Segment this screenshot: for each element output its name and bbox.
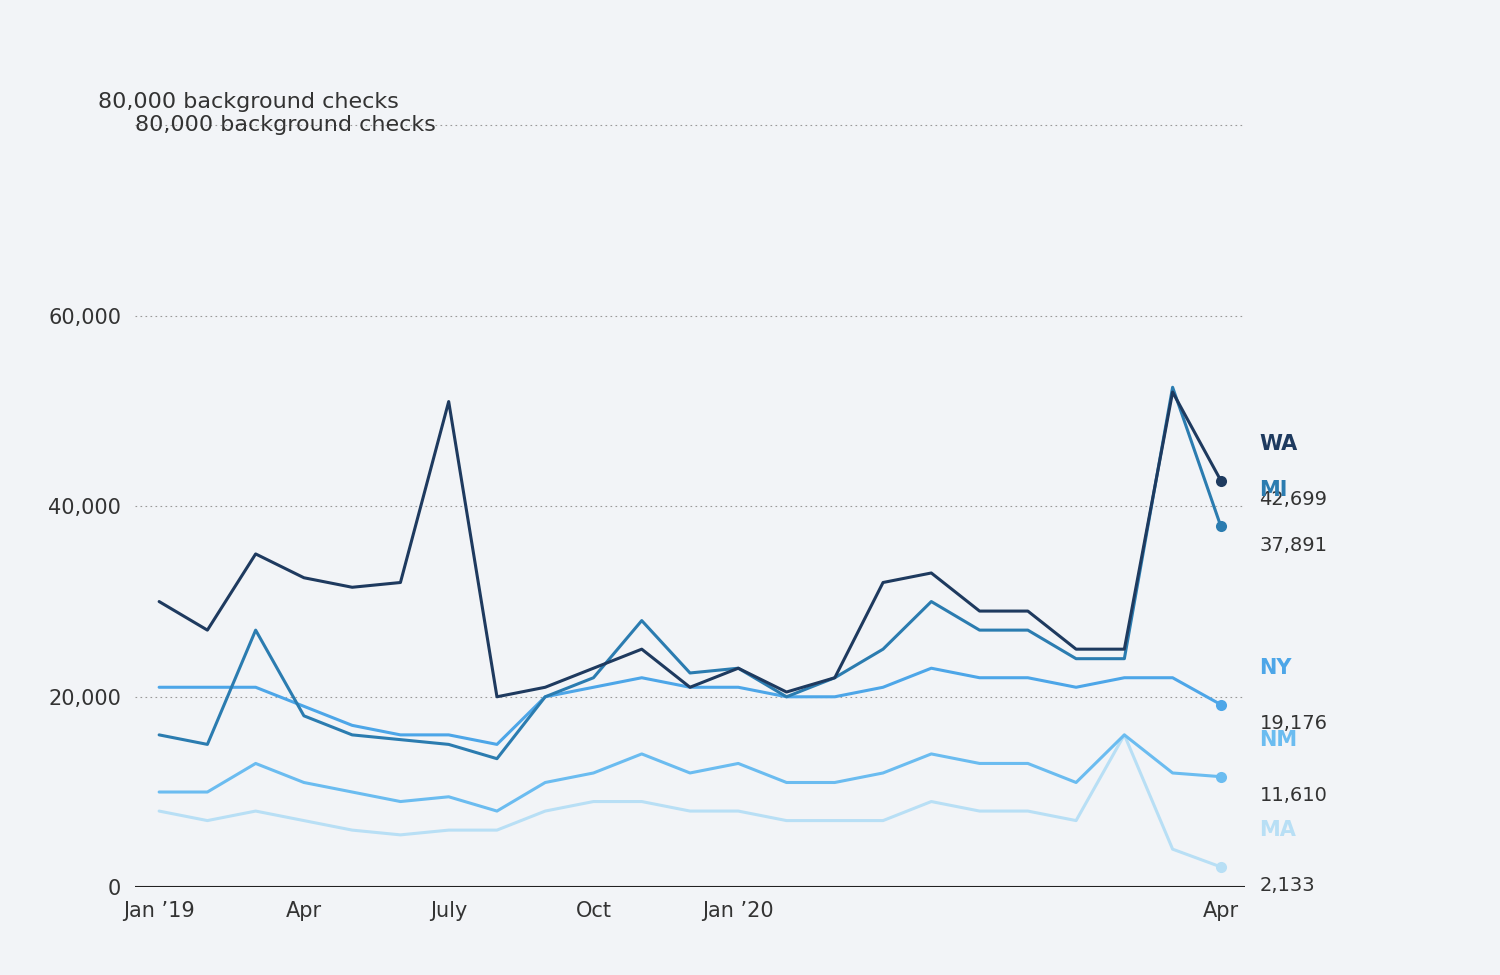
Text: 2,133: 2,133 (1260, 877, 1316, 895)
Text: 42,699: 42,699 (1260, 490, 1328, 509)
Text: 19,176: 19,176 (1260, 714, 1328, 733)
Text: MI: MI (1260, 480, 1288, 500)
Text: 37,891: 37,891 (1260, 536, 1328, 555)
Text: WA: WA (1260, 434, 1298, 454)
Text: 80,000 background checks: 80,000 background checks (135, 115, 436, 136)
Text: 80,000 background checks: 80,000 background checks (98, 93, 399, 112)
Text: MA: MA (1260, 820, 1296, 840)
Text: NY: NY (1260, 658, 1292, 678)
Text: NM: NM (1260, 730, 1298, 750)
Text: 11,610: 11,610 (1260, 786, 1328, 805)
